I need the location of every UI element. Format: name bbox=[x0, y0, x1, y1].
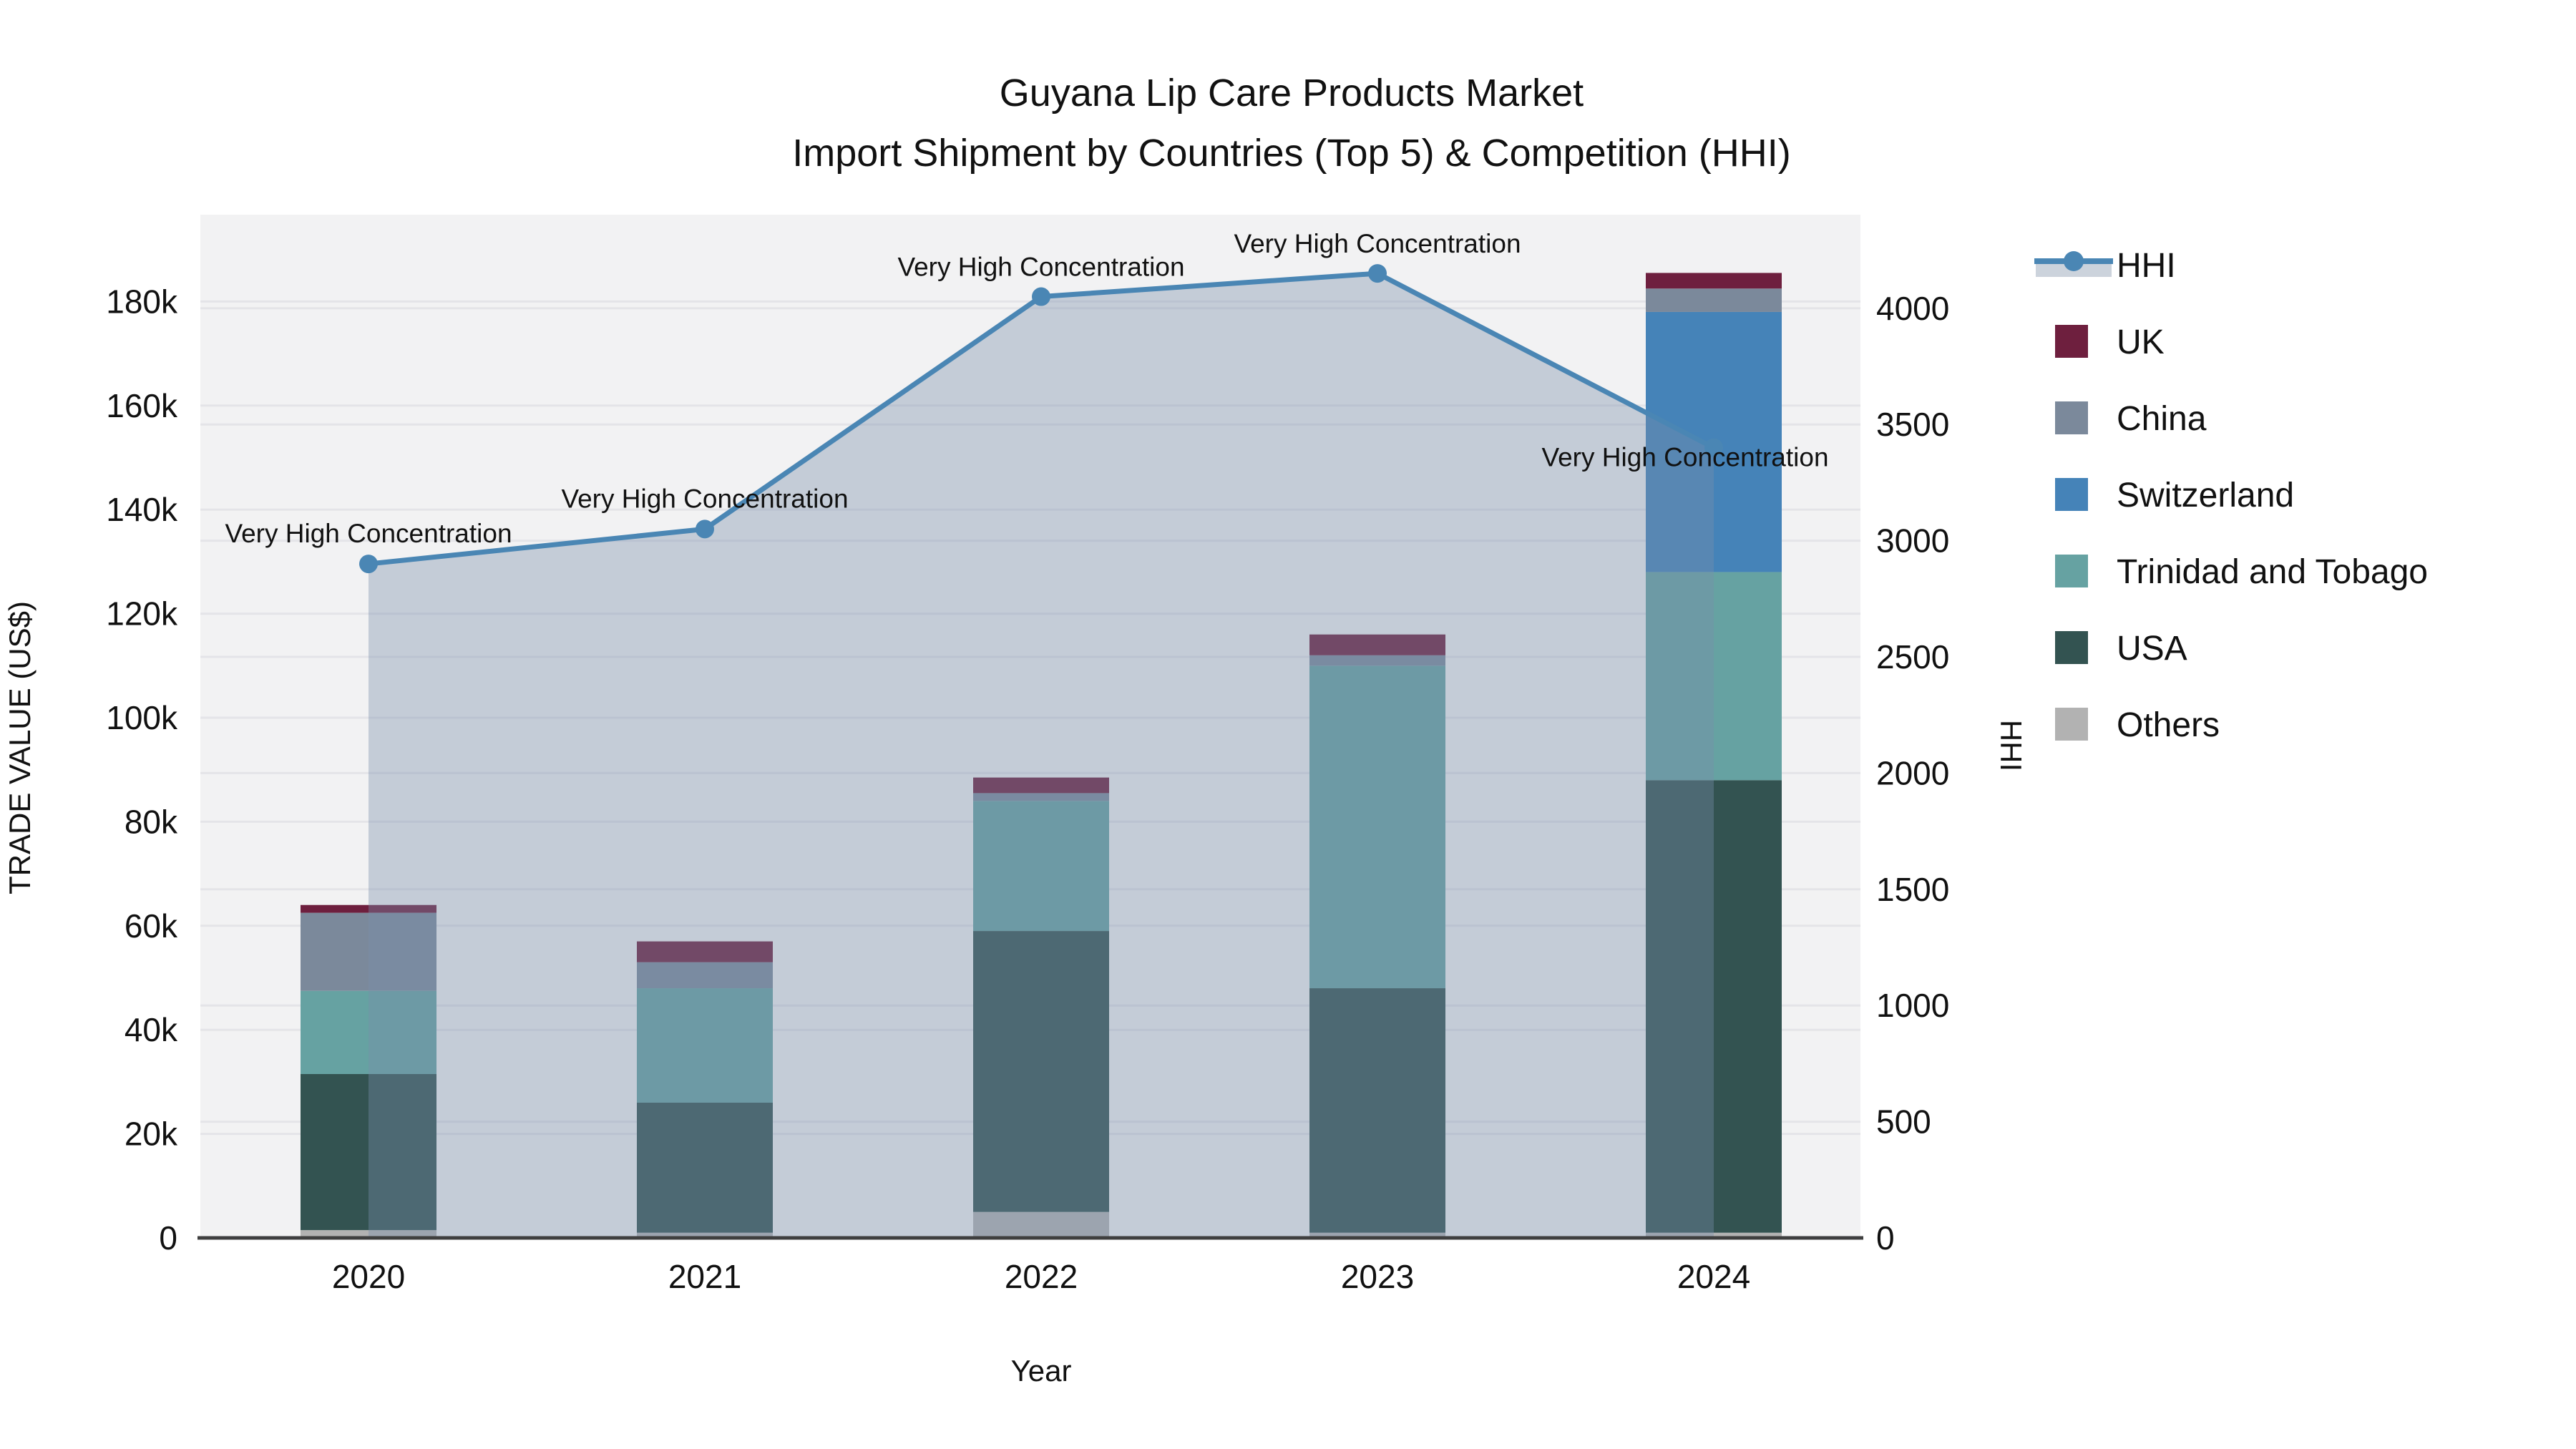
legend-label: Switzerland bbox=[2117, 477, 2294, 514]
bar-segment-2022-usa bbox=[973, 931, 1109, 1212]
legend-label: China bbox=[2117, 400, 2207, 438]
y-right-tick-1500: 1500 bbox=[1876, 871, 1949, 908]
bar-segment-2020-uk bbox=[301, 904, 436, 913]
annotation-2021: Very High Concentration bbox=[561, 484, 848, 513]
y-axis-left-ticks: 0 20k 40k 60k 80k 100k 120k 140k 160k 180k bbox=[106, 283, 178, 1257]
legend-label: Others bbox=[2117, 706, 2220, 744]
annotation-2022: Very High Concentration bbox=[897, 253, 1184, 282]
bar-segment-2021-china bbox=[637, 962, 773, 989]
x-axis-title: Year bbox=[1011, 1354, 1072, 1387]
bar-segment-2022-others bbox=[973, 1211, 1109, 1238]
legend-item-hhi[interactable]: HHI bbox=[2034, 247, 2176, 285]
hhi-markers bbox=[359, 264, 1723, 574]
stacked-bars bbox=[301, 273, 1782, 1238]
bar-segment-2020-trinidad-and-tobago bbox=[301, 990, 436, 1074]
y-right-tick-2500: 2500 bbox=[1876, 638, 1949, 675]
y-left-tick-160k: 160k bbox=[106, 387, 178, 424]
bar-segment-2024-trinidad-and-tobago bbox=[1646, 572, 1782, 781]
legend-label: UK bbox=[2117, 323, 2165, 361]
y-axis-left-title: TRADE VALUE (US$) bbox=[3, 601, 36, 894]
bar-segment-2023-uk bbox=[1309, 634, 1445, 655]
y-right-tick-500: 500 bbox=[1876, 1103, 1931, 1141]
legend-item-others[interactable]: Others bbox=[2055, 706, 2220, 744]
y-left-tick-60k: 60k bbox=[125, 907, 178, 945]
legend-swatch-china bbox=[2055, 401, 2088, 434]
bar-segment-2023-china bbox=[1309, 655, 1445, 666]
legend-swatch-others bbox=[2055, 708, 2088, 741]
legend-label: HHI bbox=[2117, 247, 2176, 285]
x-tick-2022: 2022 bbox=[1005, 1258, 1078, 1295]
bar-segment-2022-china bbox=[973, 793, 1109, 801]
chart-title-line-1: Guyana Lip Care Products Market bbox=[1000, 72, 1584, 114]
bar-segment-2024-usa bbox=[1646, 780, 1782, 1233]
y-right-tick-1000: 1000 bbox=[1876, 987, 1949, 1024]
legend-item-trinidad-and-tobago[interactable]: Trinidad and Tobago bbox=[2055, 553, 2428, 591]
annotation-2024: Very High Concentration bbox=[1541, 443, 1828, 472]
legend-hhi-marker bbox=[2064, 251, 2084, 271]
bar-segment-2020-usa bbox=[301, 1073, 436, 1231]
hhi-marker-2024 bbox=[1704, 438, 1723, 457]
y-left-tick-0: 0 bbox=[159, 1219, 177, 1257]
y-right-tick-3000: 3000 bbox=[1876, 522, 1949, 560]
bar-segment-2020-others bbox=[301, 1230, 436, 1238]
annotation-2020: Very High Concentration bbox=[225, 519, 512, 548]
hhi-marker-2023 bbox=[1368, 264, 1387, 283]
legend-swatch-trinidad-and-tobago bbox=[2055, 555, 2088, 587]
legend-item-switzerland[interactable]: Switzerland bbox=[2055, 477, 2294, 514]
y-right-tick-3500: 3500 bbox=[1876, 406, 1949, 443]
y-right-tick-4000: 4000 bbox=[1876, 290, 1949, 327]
bar-segment-2022-trinidad-and-tobago bbox=[973, 801, 1109, 932]
x-tick-2020: 2020 bbox=[332, 1258, 405, 1295]
y-left-tick-140k: 140k bbox=[106, 491, 178, 528]
bar-segment-2022-uk bbox=[973, 777, 1109, 794]
hhi-area-fill bbox=[369, 273, 1714, 1239]
legend-item-uk[interactable]: UK bbox=[2055, 323, 2165, 361]
x-axis-ticks: 2020 2021 2022 2023 2024 bbox=[332, 1258, 1750, 1295]
bar-segment-2023-others bbox=[1309, 1232, 1445, 1238]
annotation-2023: Very High Concentration bbox=[1234, 229, 1521, 258]
y-axis-right-title: HHI bbox=[1994, 720, 2028, 771]
chart-title-line-2: Import Shipment by Countries (Top 5) & C… bbox=[792, 132, 1791, 175]
x-tick-2024: 2024 bbox=[1677, 1258, 1750, 1295]
annotations: Very High Concentration Very High Concent… bbox=[225, 229, 1828, 548]
legend: HHI UK China Switzerland Trinidad and Tobago… bbox=[2034, 247, 2428, 744]
bar-segment-2023-usa bbox=[1309, 988, 1445, 1233]
bar-segment-2021-trinidad-and-tobago bbox=[637, 988, 773, 1103]
bar-segment-2021-others bbox=[637, 1232, 773, 1238]
y-right-tick-2000: 2000 bbox=[1876, 754, 1949, 791]
legend-swatch-uk bbox=[2055, 325, 2088, 358]
bar-segment-2023-trinidad-and-tobago bbox=[1309, 665, 1445, 989]
y-left-tick-40k: 40k bbox=[125, 1011, 178, 1048]
legend-item-usa[interactable]: USA bbox=[2055, 630, 2187, 668]
y-left-tick-80k: 80k bbox=[125, 803, 178, 840]
y-left-tick-20k: 20k bbox=[125, 1116, 178, 1153]
legend-label: Trinidad and Tobago bbox=[2117, 553, 2428, 591]
hhi-marker-2020 bbox=[359, 555, 378, 574]
y-left-tick-120k: 120k bbox=[106, 595, 178, 633]
bar-segment-2024-uk bbox=[1646, 273, 1782, 289]
x-tick-2023: 2023 bbox=[1341, 1258, 1414, 1295]
y-right-tick-0: 0 bbox=[1876, 1219, 1895, 1257]
y-left-tick-180k: 180k bbox=[106, 283, 178, 320]
legend-swatch-switzerland bbox=[2055, 478, 2088, 511]
bar-segment-2021-uk bbox=[637, 941, 773, 962]
legend-swatch-usa bbox=[2055, 631, 2088, 664]
hhi-marker-2021 bbox=[696, 519, 714, 539]
hhi-marker-2022 bbox=[1032, 287, 1050, 306]
legend-item-china[interactable]: China bbox=[2055, 400, 2207, 438]
bar-segment-2021-usa bbox=[637, 1102, 773, 1233]
y-left-tick-100k: 100k bbox=[106, 699, 178, 736]
bar-segment-2024-china bbox=[1646, 288, 1782, 312]
bar-segment-2020-china bbox=[301, 912, 436, 991]
legend-label: USA bbox=[2117, 630, 2187, 668]
x-tick-2021: 2021 bbox=[668, 1258, 741, 1295]
bar-segment-2024-others bbox=[1646, 1232, 1782, 1238]
y-axis-right-ticks: 0 500 1000 1500 2000 2500 3000 3500 4000 bbox=[1876, 290, 1949, 1257]
